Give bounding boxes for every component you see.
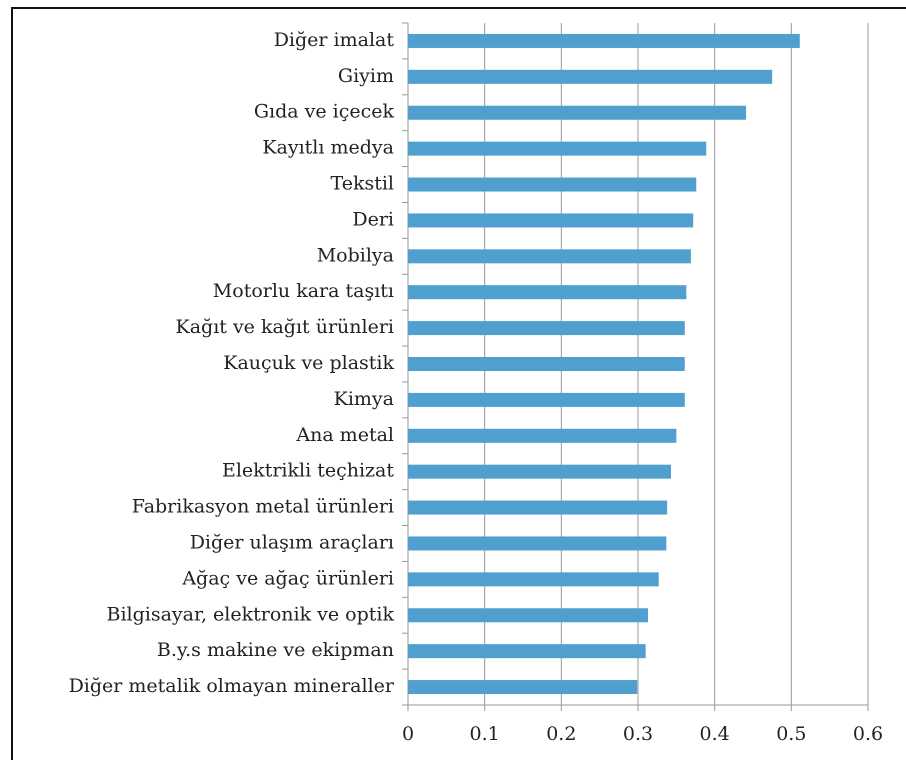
x-tick-label: 0.4 bbox=[700, 723, 730, 745]
y-tick-label: B.y.s makine ve ekipman bbox=[157, 639, 394, 661]
bar bbox=[408, 644, 646, 659]
bar bbox=[408, 428, 677, 443]
y-tick-label: Mobilya bbox=[317, 244, 394, 266]
bar bbox=[408, 608, 648, 623]
y-tick-label: Giyim bbox=[338, 65, 394, 87]
x-tick-label: 0 bbox=[402, 723, 414, 745]
y-tick-label: Gıda ve içecek bbox=[254, 101, 395, 123]
x-tick-label: 0.5 bbox=[776, 723, 806, 745]
bar bbox=[408, 357, 685, 371]
y-tick-label: Tekstil bbox=[331, 173, 395, 195]
bar bbox=[408, 177, 697, 192]
bar bbox=[408, 536, 667, 551]
x-tick-label: 0.6 bbox=[853, 723, 883, 745]
x-tick-label: 0.1 bbox=[470, 723, 500, 745]
bar bbox=[408, 680, 638, 695]
y-tick-label: Kağıt ve kağıt ürünleri bbox=[176, 316, 394, 338]
x-tick-label: 0.3 bbox=[623, 723, 653, 745]
y-tick-label: Diğer imalat bbox=[274, 29, 395, 51]
bar bbox=[408, 105, 747, 120]
y-tick-label: Kimya bbox=[334, 388, 394, 410]
y-tick-label: Elektrikli teçhizat bbox=[222, 460, 394, 482]
y-tick-label: Kauçuk ve plastik bbox=[223, 352, 394, 374]
bar bbox=[408, 213, 694, 228]
bar bbox=[408, 572, 659, 587]
bar bbox=[408, 464, 671, 479]
bar bbox=[408, 69, 773, 84]
bar bbox=[408, 392, 685, 407]
bar bbox=[408, 33, 800, 48]
frame bbox=[11, 7, 906, 760]
y-tick-label: Fabrikasyon metal ürünleri bbox=[132, 496, 394, 518]
y-tick-label: Ana metal bbox=[295, 424, 394, 446]
bar bbox=[408, 285, 687, 300]
y-tick-label: Kayıtlı medya bbox=[262, 137, 394, 159]
bar bbox=[408, 500, 668, 515]
y-tick-label: Ağaç ve ağaç ürünleri bbox=[181, 567, 394, 589]
y-tick-label: Deri bbox=[352, 208, 394, 230]
y-tick-label: Diğer metalik olmayan mineraller bbox=[69, 675, 395, 697]
y-tick-label: Diğer ulaşım araçları bbox=[190, 531, 394, 553]
y-tick-label: Motorlu kara taşıtı bbox=[213, 280, 394, 302]
bar bbox=[408, 141, 707, 156]
y-tick-label: Bilgisayar, elektronik ve optik bbox=[106, 603, 394, 625]
bar bbox=[408, 249, 691, 264]
bar bbox=[408, 321, 685, 336]
x-tick-label: 0.2 bbox=[546, 723, 576, 745]
